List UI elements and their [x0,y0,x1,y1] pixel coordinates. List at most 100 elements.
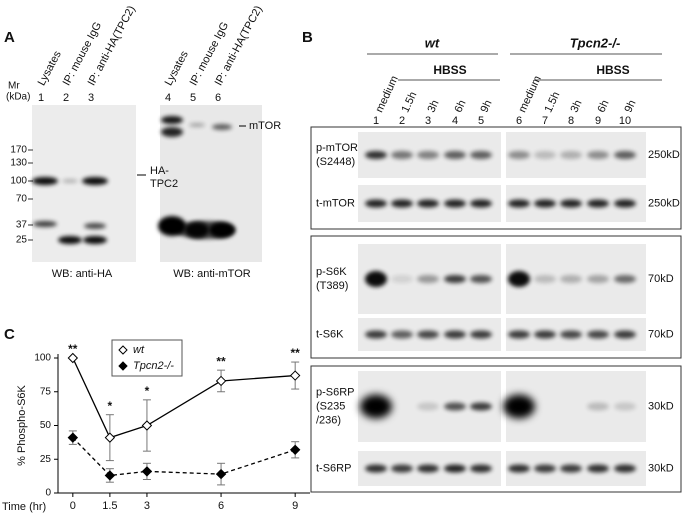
band [417,275,439,283]
point [141,420,153,431]
marker-label: 100 [10,176,27,187]
y-axis-title: % Phospho-S6K [16,384,28,465]
size-label: 70kD [648,273,674,285]
lane-number: 4 [165,92,171,104]
lane-label: 1.5h [542,90,562,114]
band [503,394,535,419]
band [560,151,582,159]
band [417,199,439,208]
band [587,464,609,473]
blot-box [310,126,682,230]
lane-label: 3h [568,98,584,114]
point [104,432,116,443]
point [141,466,153,477]
band [534,199,556,208]
row-label: t-mTOR [316,197,355,209]
band [84,223,106,229]
lane-label: medium [516,74,543,115]
band [470,464,492,473]
lane-number: 5 [190,92,196,104]
band [444,199,466,208]
band [444,330,466,339]
row-label: p-S6K [316,266,347,278]
band [365,151,387,159]
mr-label: Mr [8,81,20,92]
band [614,199,636,208]
band [470,151,492,159]
legend-marker [118,345,128,355]
band [560,199,582,208]
marker-label: 37 [16,220,28,231]
lane-label: medium [373,74,400,115]
band [534,151,556,159]
lane-number: 5 [478,115,484,127]
marker-label: 130 [10,158,27,169]
lane-number: 3 [425,115,431,127]
band [614,275,636,283]
band [391,330,413,339]
panel-label: C [4,326,15,343]
series-line [72,357,296,439]
significance: * [145,384,150,398]
band [189,123,205,127]
point [289,444,301,456]
x-tick-label: 0 [70,500,76,512]
band [614,402,636,411]
point [104,470,116,481]
band [391,464,413,473]
x-tick-label: 6 [218,500,224,512]
lane-label: 3h [425,98,441,114]
point [289,370,301,381]
series-line [72,437,296,477]
x-tick-label: 3 [144,500,150,512]
band [82,177,108,185]
band [587,402,609,411]
lane-number: 9 [595,115,601,127]
band [508,271,530,287]
size-label: 30kD [648,400,674,412]
size-label: 250kD [648,149,680,161]
band [365,330,387,339]
band [587,199,609,208]
lane-number: 6 [215,92,221,104]
group-label: Tpcn2-/- [570,35,621,50]
row-label: (S235 [316,400,345,412]
significance: ** [216,354,226,368]
point [215,375,227,387]
band [614,330,636,339]
size-label: 70kD [648,328,674,340]
treatment-label: HBSS [596,63,629,77]
significance: * [108,399,113,413]
y-tick-label: 0 [45,488,51,499]
panel-label: A [4,29,15,46]
band [508,199,530,208]
lane-label: 1.5h [399,90,419,114]
y-tick-label: 100 [34,353,51,364]
size-label: 30kD [648,462,674,474]
band [470,199,492,208]
wb-label: WB: anti-mTOR [173,268,250,280]
arrow-label: HA- [150,165,169,177]
band [33,221,57,227]
row-label: p-mTOR [316,142,358,154]
lane-number: 1 [373,115,379,127]
lane-number: 2 [399,115,405,127]
band [417,402,439,411]
band [365,271,387,287]
band [444,402,466,411]
band [508,151,530,159]
group-label: wt [425,35,440,50]
lane-label: 9h [478,98,494,114]
band [444,275,466,283]
band [560,464,582,473]
band [444,151,466,159]
band [614,151,636,159]
lane-number: 1 [38,92,44,104]
band [391,151,413,159]
band [83,236,107,244]
band [444,464,466,473]
row-label: t-S6K [316,328,344,340]
significance: ** [291,346,301,360]
lane-number: 3 [88,92,94,104]
band [534,464,556,473]
